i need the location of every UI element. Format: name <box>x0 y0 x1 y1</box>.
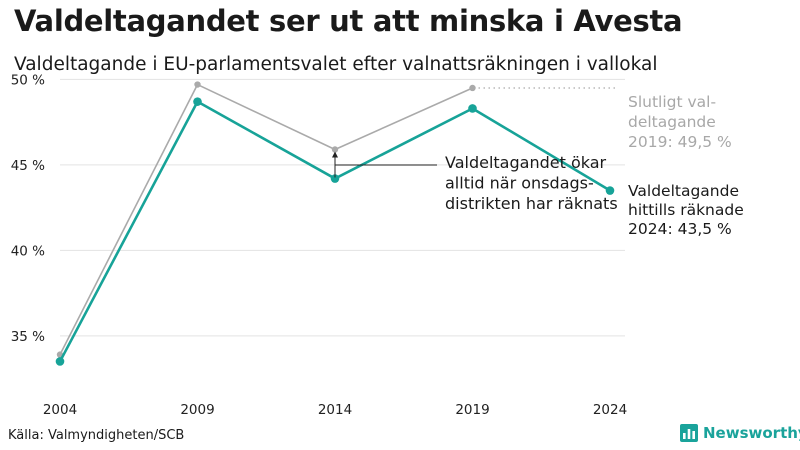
counting-note-label-line: Valdeltagandet ökar <box>445 153 607 172</box>
x-tick-label: 2024 <box>593 402 627 418</box>
final-turnout-point <box>194 81 201 88</box>
final-turnout-label-line: Slutligt val- <box>628 93 716 111</box>
y-tick-label: 35 % <box>11 329 45 345</box>
current-turnout-label-line: hittills räknade <box>628 201 744 219</box>
source-note: Källa: Valmyndigheten/SCB <box>8 428 185 443</box>
grid-layer <box>60 78 625 337</box>
election-night-point <box>55 357 65 366</box>
current-turnout-label-line: Valdeltagande <box>628 182 739 200</box>
x-tick-label: 2019 <box>455 402 489 418</box>
election-night-line <box>58 100 611 363</box>
chart-subtitle: Valdeltagande i EU-parlamentsvalet efter… <box>14 54 658 75</box>
y-tick-label: 45 % <box>11 158 45 174</box>
final-turnout-point <box>469 84 476 92</box>
y-tick-label: 50 % <box>11 72 45 88</box>
final-turnout-label-line: 2019: 49,5 % <box>628 133 732 151</box>
difference-arrow-head <box>332 151 338 158</box>
election-night-point <box>605 186 615 195</box>
x-tick-label: 2009 <box>180 402 214 418</box>
x-tick-label: 2004 <box>43 402 77 418</box>
final-turnout-label: Slutligt val-deltagande 2019: 49,5 % <box>628 93 732 151</box>
final-turnout-label-line: deltagande <box>628 113 716 131</box>
chart-title: Valdeltagandet ser ut att minska i Avest… <box>14 4 683 38</box>
counting-note-label: Valdeltagandet ökar alltid när onsdags-di… <box>445 153 618 213</box>
bar-chart-icon <box>680 424 698 442</box>
axis-layer: 35 % 40 % 45 % 50 % 2004 2009 2014 2019 2024 <box>11 72 627 418</box>
counting-note-label-line: distrikten har räknats <box>445 194 618 213</box>
election-night-point <box>468 104 477 113</box>
final-turnout-point <box>331 146 339 153</box>
election-night-point <box>193 97 202 106</box>
x-tick-label: 2014 <box>318 402 352 418</box>
current-turnout-label: Valdeltagande hittills räknade 2024: 43,5 … <box>628 182 744 238</box>
annotation-layer: Slutligt val-deltagande 2019: 49,5 % Valde… <box>332 87 744 238</box>
current-turnout-label-line: 2024: 43,5 % <box>628 220 732 238</box>
brand-name: Newsworthy <box>703 424 800 442</box>
series-layer <box>55 81 615 366</box>
y-tick-label: 40 % <box>11 243 45 259</box>
newsworthy-logo[interactable]: Newsworthy <box>680 424 800 442</box>
election-night-point <box>330 174 340 183</box>
final-turnout-line <box>59 83 473 355</box>
counting-note-label-line: alltid när onsdags- <box>445 174 594 193</box>
